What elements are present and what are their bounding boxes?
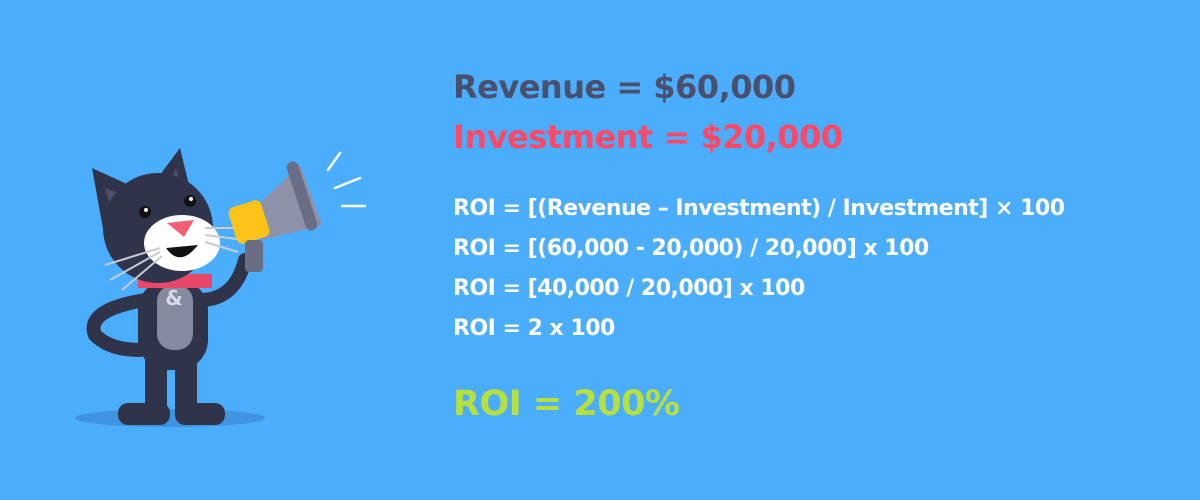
roi-result: ROI = 200%: [453, 384, 680, 424]
chest-symbol: &: [165, 286, 182, 310]
formula-line: ROI = [(Revenue – Investment) / Investme…: [453, 196, 1065, 221]
formula-line: ROI = [(60,000 - 20,000) / 20,000] x 100: [453, 236, 929, 261]
investment-line: Investment = $20,000: [453, 118, 843, 156]
formula-line: ROI = 2 x 100: [453, 316, 615, 341]
revenue-line: Revenue = $60,000: [453, 68, 796, 106]
formula-line: ROI = [40,000 / 20,000] x 100: [453, 276, 805, 301]
cat-with-megaphone-icon: &: [75, 148, 367, 427]
